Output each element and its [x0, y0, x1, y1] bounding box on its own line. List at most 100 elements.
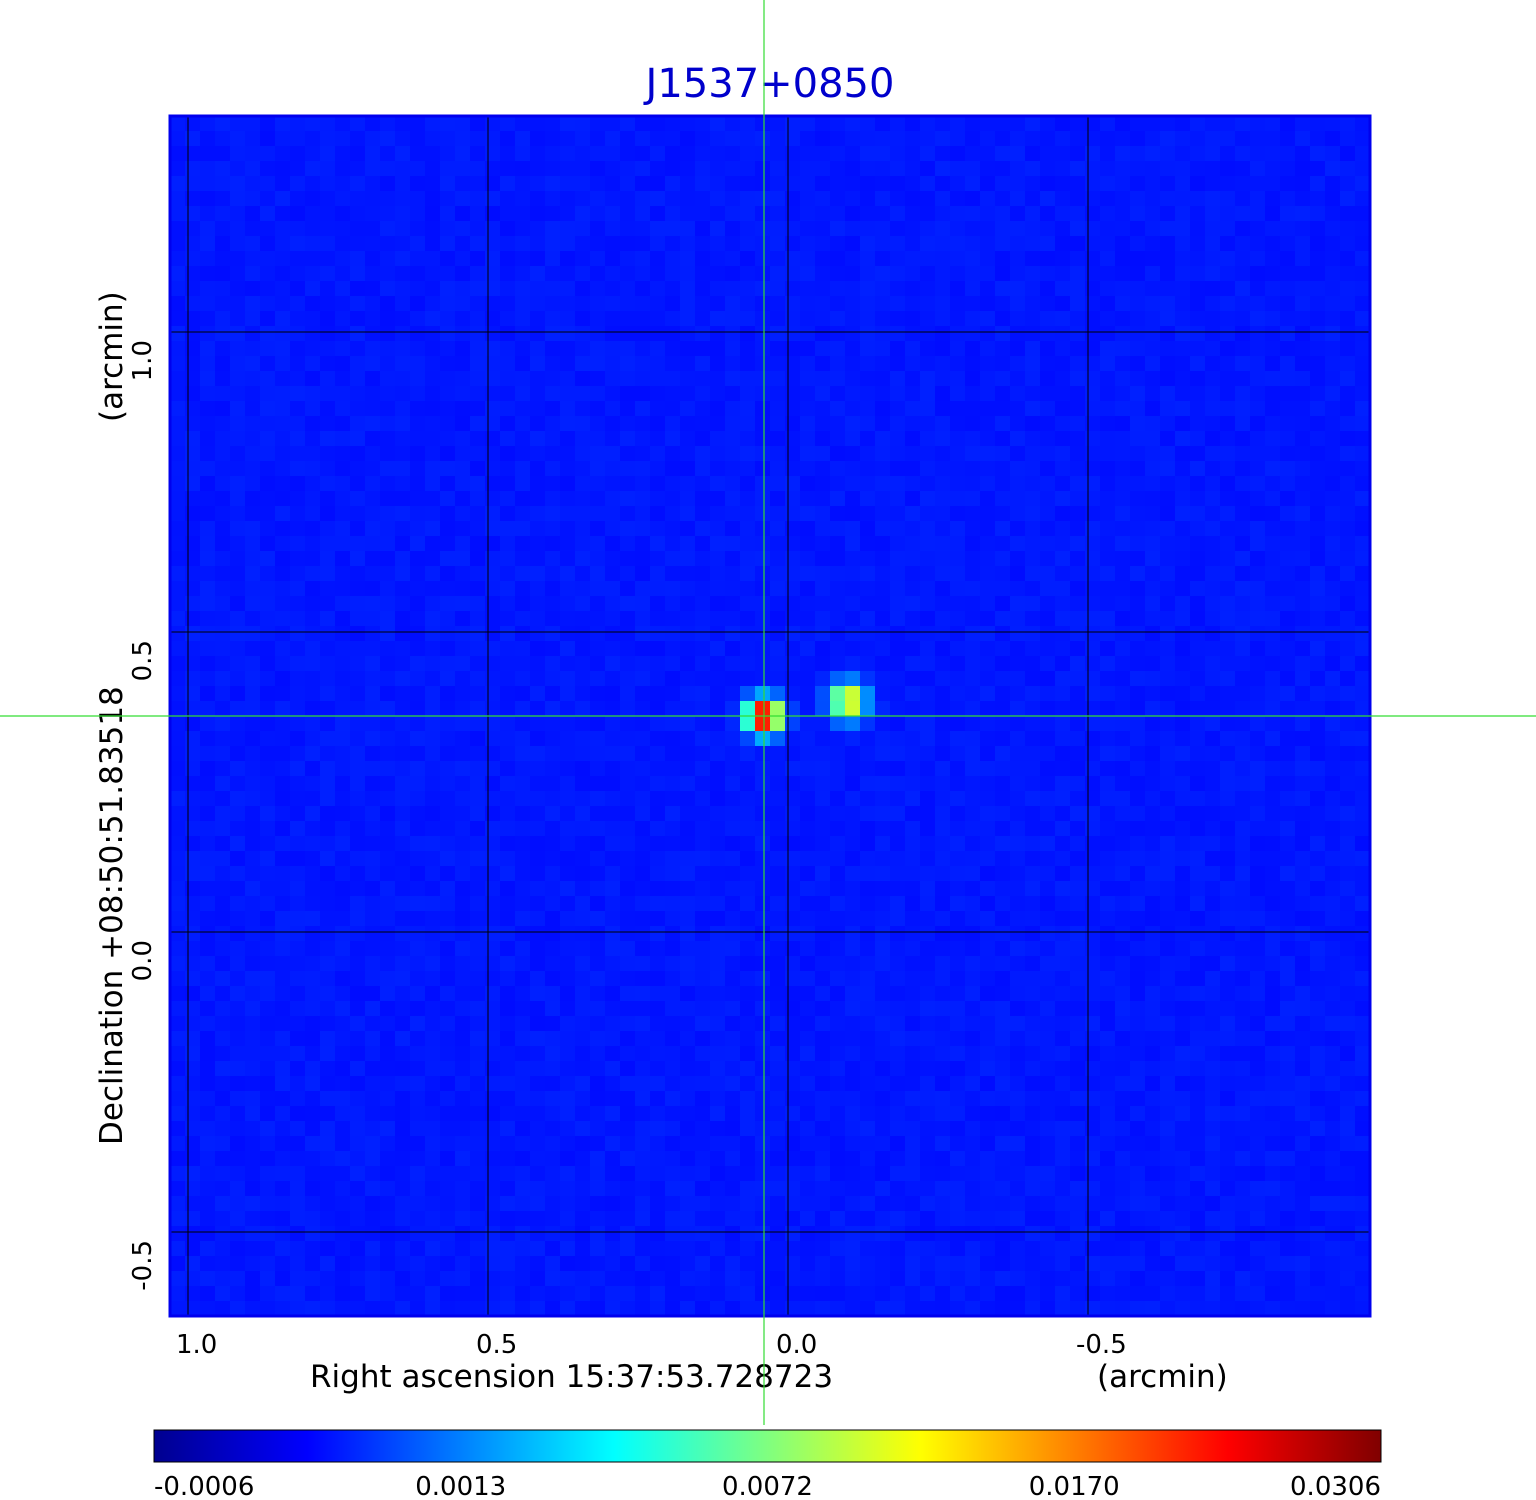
heatmap-cell: [935, 326, 951, 342]
heatmap-cell: [980, 341, 996, 357]
heatmap-cell: [1220, 791, 1236, 807]
heatmap-cell: [875, 701, 891, 717]
heatmap-cell: [1205, 866, 1221, 882]
heatmap-cell: [665, 251, 681, 267]
heatmap-cell: [200, 281, 216, 297]
heatmap-cell: [185, 416, 201, 432]
heatmap-cell: [935, 476, 951, 492]
heatmap-cell: [1160, 356, 1176, 372]
heatmap-cell: [1115, 551, 1131, 567]
heatmap-cell: [785, 791, 801, 807]
heatmap-cell: [1280, 956, 1296, 972]
heatmap-cell: [1100, 656, 1116, 672]
heatmap-cell: [665, 656, 681, 672]
heatmap-cell: [590, 206, 606, 222]
heatmap-cell: [1115, 776, 1131, 792]
heatmap-cell: [440, 926, 456, 942]
heatmap-cell: [215, 671, 231, 687]
heatmap-cell: [1265, 1031, 1281, 1047]
heatmap-cell: [620, 191, 636, 207]
heatmap-cell: [335, 971, 351, 987]
heatmap-cell: [560, 731, 576, 747]
heatmap-cell: [305, 581, 321, 597]
heatmap-cell: [1205, 686, 1221, 702]
heatmap-cell: [440, 146, 456, 162]
heatmap-cell: [485, 521, 501, 537]
heatmap-cell: [575, 671, 591, 687]
heatmap-cell: [1250, 476, 1266, 492]
heatmap-cell: [710, 1001, 726, 1017]
heatmap-cell: [800, 866, 816, 882]
heatmap-cell: [1130, 161, 1146, 177]
heatmap-cell: [1100, 326, 1116, 342]
heatmap-cell: [665, 611, 681, 627]
heatmap-cell: [1070, 161, 1086, 177]
heatmap-cell: [560, 641, 576, 657]
heatmap-cell: [500, 176, 516, 192]
heatmap-cell: [635, 356, 651, 372]
heatmap-cell: [500, 476, 516, 492]
heatmap-cell: [1025, 416, 1041, 432]
heatmap-cell: [650, 131, 666, 147]
heatmap-cell: [215, 131, 231, 147]
heatmap-cell: [515, 461, 531, 477]
heatmap-cell: [380, 266, 396, 282]
heatmap-cell: [950, 326, 966, 342]
heatmap-cell: [1355, 1001, 1371, 1017]
heatmap-cell: [1160, 206, 1176, 222]
heatmap-cell: [1325, 536, 1341, 552]
heatmap-cell: [1250, 191, 1266, 207]
heatmap-cell: [1055, 941, 1071, 957]
heatmap-cell: [590, 161, 606, 177]
heatmap-cell: [725, 656, 741, 672]
heatmap-cell: [620, 521, 636, 537]
heatmap-cell: [530, 836, 546, 852]
heatmap-cell: [515, 311, 531, 327]
heatmap-cell: [605, 176, 621, 192]
heatmap-cell: [1340, 851, 1356, 867]
heatmap-cell: [185, 326, 201, 342]
heatmap-cell: [1265, 761, 1281, 777]
heatmap-cell: [725, 671, 741, 687]
heatmap-cell: [770, 596, 786, 612]
heatmap-cell: [365, 926, 381, 942]
heatmap-cell: [1265, 836, 1281, 852]
heatmap-cell: [1070, 851, 1086, 867]
heatmap-cell: [185, 131, 201, 147]
heatmap-cell: [1295, 866, 1311, 882]
heatmap-cell: [965, 551, 981, 567]
heatmap-cell: [440, 626, 456, 642]
heatmap-cell: [650, 716, 666, 732]
heatmap-cell: [395, 521, 411, 537]
heatmap-cell: [680, 371, 696, 387]
heatmap-cell: [755, 671, 771, 687]
heatmap-cell: [1310, 941, 1326, 957]
heatmap-cell: [1280, 581, 1296, 597]
heatmap-cell: [290, 1016, 306, 1032]
heatmap-cell: [320, 626, 336, 642]
heatmap-cell: [275, 956, 291, 972]
heatmap-cell: [395, 236, 411, 252]
heatmap-cell: [620, 266, 636, 282]
heatmap-cell: [815, 581, 831, 597]
heatmap-cell: [320, 431, 336, 447]
heatmap-cell: [710, 881, 726, 897]
heatmap-cell: [920, 1031, 936, 1047]
heatmap-cell: [1325, 581, 1341, 597]
heatmap-cell: [170, 161, 186, 177]
heatmap-cell: [890, 641, 906, 657]
heatmap-cell: [275, 656, 291, 672]
heatmap-cell: [365, 566, 381, 582]
heatmap-cell: [905, 881, 921, 897]
heatmap-cell: [995, 416, 1011, 432]
heatmap-cell: [965, 416, 981, 432]
heatmap-cell: [1265, 116, 1281, 132]
heatmap-cell: [1085, 251, 1101, 267]
heatmap-cell: [1070, 416, 1086, 432]
heatmap-cell: [1310, 176, 1326, 192]
heatmap-cell: [1115, 701, 1131, 717]
heatmap-cell: [365, 341, 381, 357]
heatmap-cell: [215, 1031, 231, 1047]
heatmap-cell: [305, 176, 321, 192]
heatmap-cell: [230, 401, 246, 417]
